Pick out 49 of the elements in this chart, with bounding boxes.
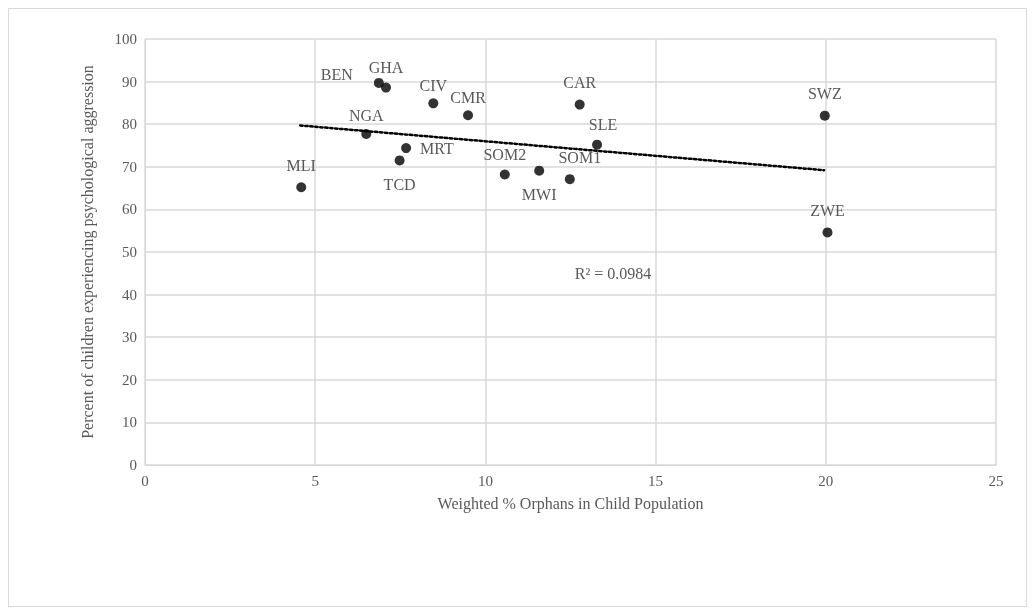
point (428, 98, 439, 109)
point (564, 174, 575, 185)
y-tick-label: 60 (122, 201, 137, 218)
point (499, 169, 510, 180)
x-tick-label: 20 (818, 472, 834, 489)
annotation: ZWE (810, 201, 845, 219)
y-tick-label: 80 (122, 116, 137, 133)
annotation: TCD (383, 175, 416, 193)
point (373, 77, 384, 88)
y-tick-label: 100 (114, 31, 137, 47)
x-tick-label: 15 (648, 472, 664, 489)
annotation: R² = 0.0984 (574, 264, 652, 282)
y-tick-label: 90 (122, 73, 137, 90)
annotation: CIV (419, 76, 448, 94)
annotation: SLE (588, 116, 618, 134)
point (534, 165, 545, 176)
point (381, 82, 391, 93)
annotation: SOM1 (558, 148, 602, 166)
y-tick-label: 30 (122, 329, 137, 346)
x-tick-label: 10 (477, 472, 493, 489)
annotation: BEN (320, 66, 354, 84)
y-axis-title: Percent of children experiencing psychological aggression (78, 65, 97, 439)
y-tick-label: 40 (122, 286, 137, 303)
annotation: GHA (368, 59, 404, 77)
point (463, 110, 474, 121)
y-tick-label: 50 (122, 244, 137, 260)
x-tick-label: 5 (311, 472, 319, 489)
y-tick-label: 20 (122, 371, 137, 388)
point (822, 227, 833, 238)
point (574, 99, 585, 110)
point (592, 139, 603, 150)
annotation: MWI (521, 186, 557, 204)
annotation: MLI (286, 156, 316, 174)
point (394, 155, 405, 166)
x-tick-label: 25 (988, 472, 1004, 489)
annotation: MRT (420, 139, 455, 157)
annotation: CAR (563, 74, 597, 92)
point (296, 182, 307, 193)
y-tick-label: 0 (129, 457, 137, 473)
y-tick-label: 70 (122, 158, 137, 175)
x-axis-title: Weighted % Orphans in Child Population (437, 494, 704, 513)
y-tick-label: 10 (122, 414, 137, 431)
annotation: CMR (450, 88, 487, 106)
annotation: SOM2 (483, 145, 527, 163)
x-tick-label: 0 (141, 472, 149, 489)
annotation: SWZ (807, 85, 842, 103)
annotation: NGA (348, 107, 385, 125)
point (819, 110, 830, 121)
point (401, 143, 412, 154)
